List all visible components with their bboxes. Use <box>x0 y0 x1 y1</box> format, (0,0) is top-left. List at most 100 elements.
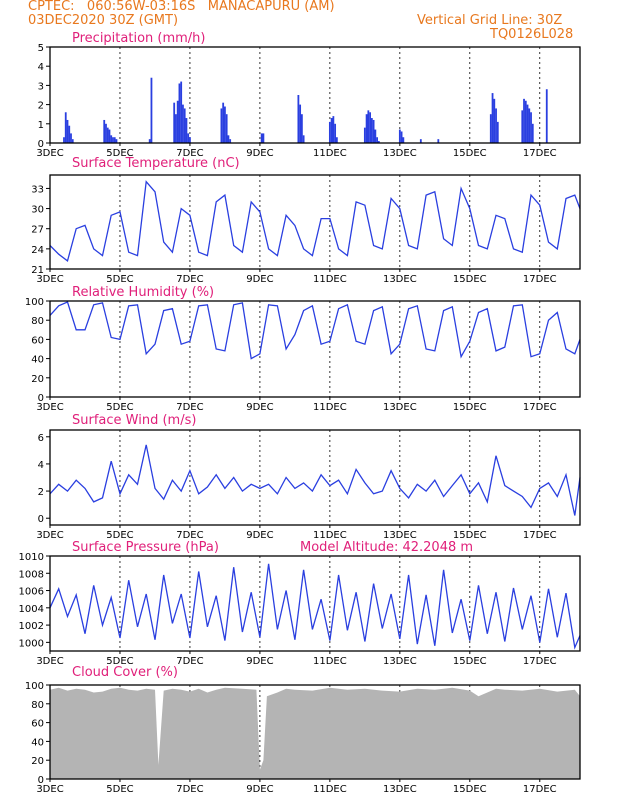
y-tick-label: 20 <box>31 374 44 385</box>
series-line <box>49 563 581 650</box>
precip-bar <box>222 102 225 143</box>
panel-6: Cloud Cover (%) 0 20 40 60 80 100 3DEC 5DEC 7DEC 9… <box>25 665 581 795</box>
x-tick-label: 5DEC <box>106 784 133 795</box>
plot-frame <box>49 555 581 652</box>
precip-bar <box>112 137 114 143</box>
panel-annotation: Model Altitude: 42.2048 m <box>300 540 473 555</box>
y-tick-label: 6 <box>38 433 44 444</box>
precip-bar <box>302 135 305 143</box>
x-tick-label: 5DEC <box>106 148 133 159</box>
y-tick-label: 1008 <box>19 569 44 580</box>
panel-title: Surface Pressure (hPa) <box>72 540 219 555</box>
panel-title: Relative Humidity (%) <box>72 285 214 300</box>
precip-bar <box>489 114 492 143</box>
plot-frame <box>49 46 581 144</box>
y-tick-label: 0 <box>38 139 44 150</box>
x-tick-label: 15DEC <box>453 402 487 413</box>
y-tick-label: 0 <box>38 514 44 525</box>
x-tick-label: 13DEC <box>383 784 417 795</box>
y-tick-label: 1010 <box>19 552 44 563</box>
plot-frame <box>49 300 581 398</box>
x-tick-label: 3DEC <box>36 148 63 159</box>
precip-bar <box>523 98 525 143</box>
x-tick-label: 9DEC <box>246 402 273 413</box>
x-tick-label: 5DEC <box>106 402 133 413</box>
precip-bar <box>71 139 74 143</box>
precip-bar <box>530 112 532 143</box>
precip-bar <box>260 133 263 143</box>
precip-bar <box>545 89 548 143</box>
precip-bar <box>148 139 151 143</box>
x-tick-label: 15DEC <box>453 656 487 667</box>
x-tick-label: 17DEC <box>523 656 557 667</box>
x-tick-label: 3DEC <box>36 784 63 795</box>
x-tick-label: 13DEC <box>383 656 417 667</box>
precip-bar <box>64 112 67 143</box>
x-tick-label: 13DEC <box>383 402 417 413</box>
precip-bar <box>182 104 184 143</box>
precip-bar <box>376 137 378 143</box>
panel-title: Precipitation (mm/h) <box>72 31 205 46</box>
precip-bar <box>367 110 370 143</box>
precip-bar <box>419 139 422 143</box>
x-tick-label: 9DEC <box>246 530 273 541</box>
header-grid-line: Vertical Grid Line: 30Z <box>417 13 563 28</box>
y-tick-label: 1000 <box>19 638 44 649</box>
y-tick-label: 4 <box>38 62 44 73</box>
precip-bar <box>374 129 377 143</box>
x-tick-label: 7DEC <box>176 656 203 667</box>
y-tick-label: 3 <box>38 81 44 92</box>
x-tick-label: 7DEC <box>176 274 203 285</box>
precip-bar <box>437 139 440 143</box>
precip-bar <box>66 119 69 143</box>
y-tick-label: 5 <box>38 43 44 54</box>
x-tick-label: 3DEC <box>36 530 63 541</box>
x-tick-label: 3DEC <box>36 402 63 413</box>
precip-bar <box>398 129 401 143</box>
precip-bar <box>227 135 230 143</box>
series-line <box>49 444 581 516</box>
precip-bar <box>330 118 333 143</box>
x-tick-label: 5DEC <box>106 274 133 285</box>
precip-bar <box>175 114 177 143</box>
precip-bar <box>262 133 265 143</box>
x-tick-label: 3DEC <box>36 274 63 285</box>
y-tick-label: 80 <box>31 700 44 711</box>
y-tick-label: 24 <box>31 245 44 256</box>
x-tick-label: 15DEC <box>453 274 487 285</box>
x-tick-label: 17DEC <box>523 402 557 413</box>
y-tick-label: 0 <box>38 775 44 786</box>
y-tick-label: 4 <box>38 460 44 471</box>
x-tick-label: 11DEC <box>313 530 347 541</box>
precip-bar <box>185 118 188 143</box>
precip-bar <box>297 95 300 143</box>
x-tick-label: 13DEC <box>383 274 417 285</box>
y-tick-label: 100 <box>25 681 44 692</box>
plot-frame <box>49 174 581 270</box>
y-tick-label: 80 <box>31 316 44 327</box>
precip-bar <box>369 112 371 143</box>
precip-bar <box>113 137 116 143</box>
y-tick-label: 20 <box>31 756 44 767</box>
precip-bar <box>363 127 366 143</box>
panel-3: Relative Humidity (%) 0 20 40 60 80 100 3DEC 5DE… <box>25 285 581 413</box>
precip-bar <box>180 81 183 143</box>
x-tick-label: 11DEC <box>313 656 347 667</box>
panel-1: Precipitation (mm/h) 0 1 2 3 4 5 3DEC 5DEC 7DEC 9D… <box>36 31 581 159</box>
precip-bar <box>224 106 226 143</box>
precip-bar <box>372 119 375 143</box>
x-tick-label: 17DEC <box>523 784 557 795</box>
precip-bar <box>496 121 499 143</box>
x-tick-label: 9DEC <box>246 274 273 285</box>
precip-bar <box>229 139 232 143</box>
y-tick-label: 2 <box>38 101 44 112</box>
precip-bar <box>495 108 497 143</box>
panel-title: Surface Wind (m/s) <box>72 413 196 428</box>
precip-bar <box>300 114 303 143</box>
x-tick-label: 9DEC <box>246 784 273 795</box>
precip-bar <box>150 77 153 143</box>
y-tick-label: 33 <box>31 184 44 195</box>
precip-bar <box>524 100 527 143</box>
x-tick-label: 11DEC <box>313 402 347 413</box>
